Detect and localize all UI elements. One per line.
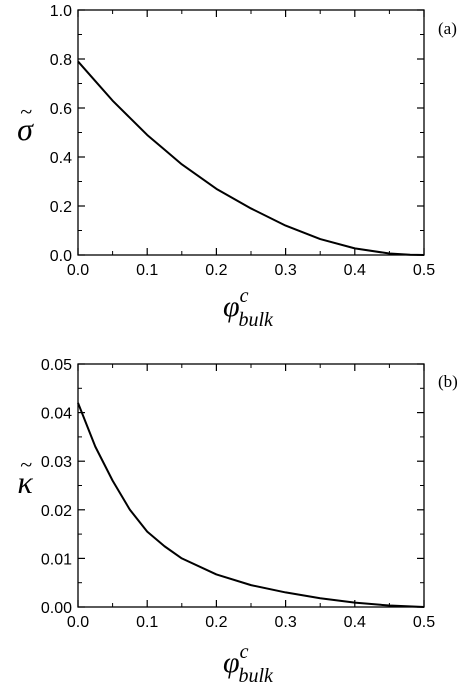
- panel-a-y-tick-label: 1.0: [50, 3, 72, 20]
- panel-a-y-axis-label: σ: [17, 111, 34, 147]
- panel-a-y-tick-label: 0.0: [50, 248, 72, 265]
- panel-a-x-tick-label: 0.5: [413, 262, 435, 279]
- panel-b-y-tick-label: 0.05: [41, 357, 72, 374]
- panel-b-y-tick-label: 0.04: [41, 406, 72, 423]
- panel-a-y-tick-label: 0.8: [50, 52, 72, 69]
- panel-a-y-tick-label: 0.6: [50, 101, 72, 118]
- panel-a-y-axis-accent: ~: [20, 99, 32, 124]
- panel-b-x-tick-label: 0.5: [413, 614, 435, 631]
- panel-b-x-tick-label: 0.3: [274, 614, 296, 631]
- panel-a-x-tick-label: 0.1: [136, 262, 158, 279]
- panel-b-x-tick-label: 0.2: [205, 614, 227, 631]
- panel-a-x-tick-label: 0.4: [344, 262, 366, 279]
- panel-b-y-axis-accent: ~: [20, 452, 32, 477]
- panel-b-y-axis-label: κ: [17, 464, 33, 500]
- panel-b-y-tick-label: 0.01: [41, 551, 72, 568]
- panel-a-series-line: [77, 60, 425, 256]
- panel-b-series-line: [77, 402, 425, 608]
- panel-a-y-tick-label: 0.4: [50, 150, 72, 167]
- panel-a-frame: [77, 9, 425, 256]
- panel-a-x-tick-label: 0.0: [67, 262, 89, 279]
- panel-b-x-axis-label: φc bulk: [223, 641, 274, 687]
- panel-a-y-tick-label: 0.2: [50, 199, 72, 216]
- panel-a-x-axis-label: φc bulk: [223, 285, 274, 331]
- panel-b-x-tick-label: 0.4: [344, 614, 366, 631]
- panel-b-y-tick-label: 0.02: [41, 503, 72, 520]
- panel-a-label: (a): [438, 19, 457, 38]
- panel-b-x-tick-label: 0.1: [136, 614, 158, 631]
- panel-a-x-tick-label: 0.3: [274, 262, 296, 279]
- panel-b-y-tick-label: 0.03: [41, 454, 72, 471]
- panel-b-frame: [77, 363, 425, 608]
- panel-b-x-tick-label: 0.0: [67, 614, 89, 631]
- panel-a-x-tick-label: 0.2: [205, 262, 227, 279]
- panel-b-label: (b): [438, 372, 458, 391]
- panel-b-y-tick-label: 0.00: [41, 600, 72, 617]
